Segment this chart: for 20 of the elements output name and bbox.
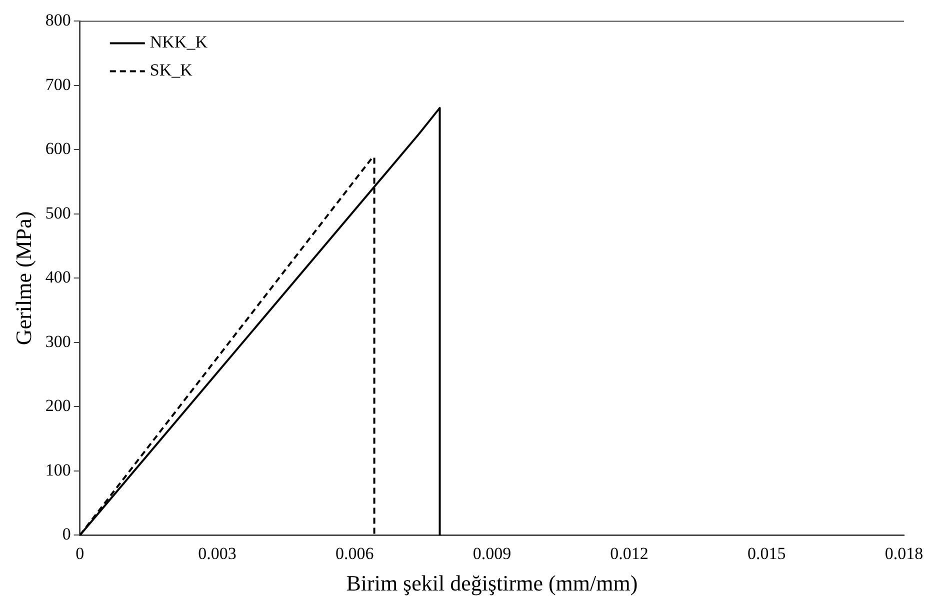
y-axis-title: Gerilme (MPa)	[10, 211, 36, 346]
x-tick-label: 0.012	[610, 544, 648, 563]
x-tick-label: 0.003	[198, 544, 236, 563]
x-axis-title: Birim şekil değiştirme (mm/mm)	[346, 570, 638, 596]
x-tick-label: 0.009	[472, 544, 512, 563]
y-tick-label: 400	[45, 268, 71, 287]
x-tick-label: 0	[76, 544, 84, 563]
y-tick-label: 700	[45, 74, 71, 94]
y-tick-label: 600	[45, 139, 71, 158]
legend-label: NKK_K	[150, 32, 208, 52]
y-tick-label: 500	[45, 203, 71, 222]
x-tick-label: 0.006	[335, 544, 374, 563]
y-tick-label: 300	[45, 332, 71, 351]
x-tick-label: 0.015	[748, 544, 786, 563]
legend-label: SK_K	[150, 60, 194, 80]
x-tick-label: 0.018	[884, 544, 924, 563]
y-tick-label: 0	[62, 524, 71, 544]
y-tick-label: 100	[45, 460, 71, 480]
y-tick-label: 800	[45, 10, 71, 30]
y-tick-label: 200	[45, 396, 71, 416]
